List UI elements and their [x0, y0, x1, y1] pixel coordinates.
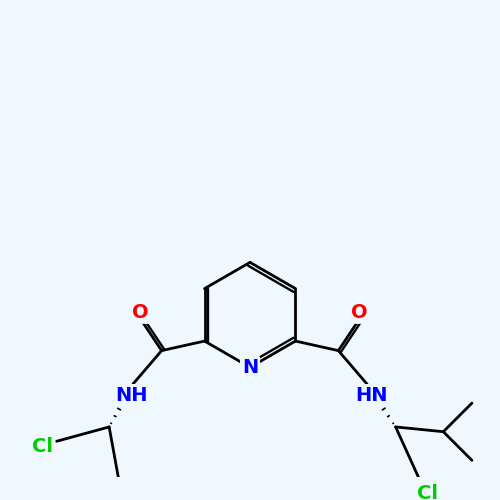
Text: NH: NH: [115, 386, 148, 405]
Text: N: N: [242, 358, 258, 377]
Text: HN: HN: [356, 386, 388, 405]
Text: Cl: Cl: [416, 484, 438, 500]
Text: O: O: [351, 303, 368, 322]
Text: Cl: Cl: [32, 436, 53, 456]
Text: O: O: [132, 303, 149, 322]
